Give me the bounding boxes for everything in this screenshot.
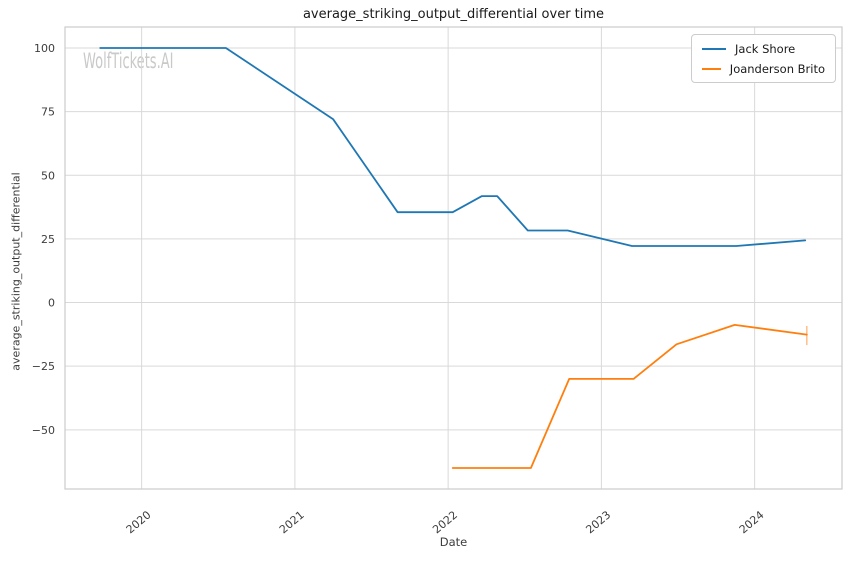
svg-text:2023: 2023 (584, 508, 614, 536)
legend-item-joanderson-brito: Joanderson Brito (702, 60, 825, 77)
legend-item-jack-shore: Jack Shore (702, 40, 825, 57)
legend-line-icon (702, 47, 726, 50)
legend-label: Joanderson Brito (729, 61, 825, 76)
legend-line-icon (702, 67, 721, 70)
svg-text:100: 100 (34, 42, 55, 55)
svg-text:−25: −25 (32, 360, 55, 373)
legend-label: Jack Shore (735, 41, 796, 56)
svg-text:2020: 2020 (124, 508, 154, 536)
svg-text:25: 25 (41, 233, 55, 246)
chart-title: average_striking_output_differential ove… (302, 7, 605, 22)
svg-text:2021: 2021 (277, 508, 307, 536)
svg-text:50: 50 (41, 169, 55, 182)
x-axis-label: Date (439, 535, 468, 549)
svg-text:75: 75 (41, 106, 55, 119)
svg-text:0: 0 (48, 297, 55, 310)
watermark: WolfTickets.AI (83, 49, 174, 73)
svg-text:2022: 2022 (430, 508, 460, 536)
svg-text:2024: 2024 (737, 508, 767, 536)
svg-text:−50: −50 (32, 424, 55, 437)
legend: Jack Shore Joanderson Brito (691, 34, 836, 83)
